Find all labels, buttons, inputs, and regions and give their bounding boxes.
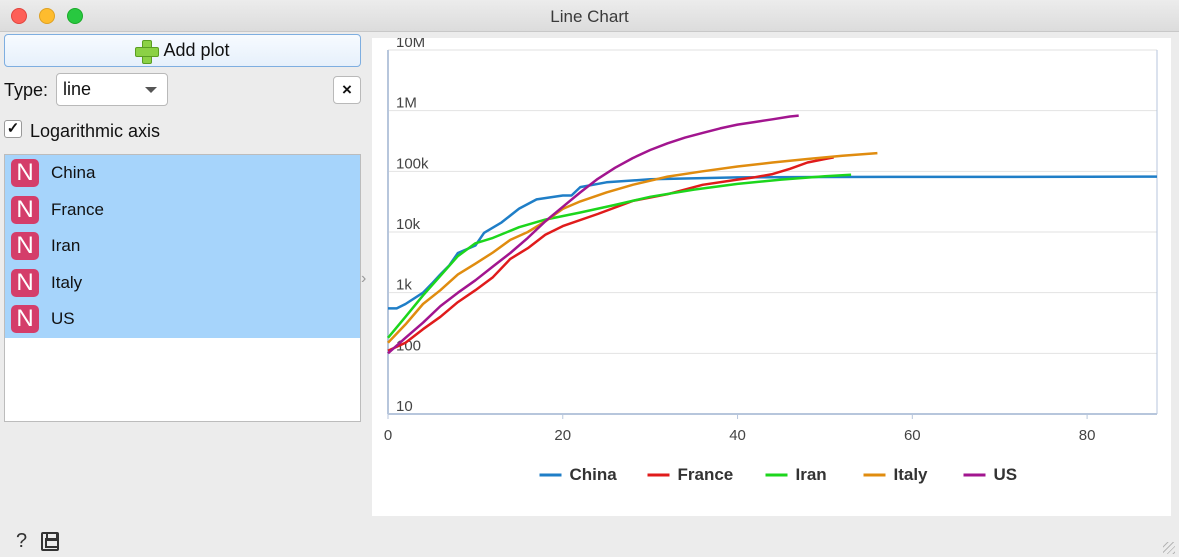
remove-plot-button[interactable]: × [333, 76, 361, 104]
add-plot-label: Add plot [163, 40, 230, 60]
legend-label: China [570, 465, 618, 484]
legend-label: Italy [894, 465, 929, 484]
y-tick-label: 1k [396, 277, 412, 294]
resize-grip[interactable] [1163, 542, 1175, 554]
y-tick-label: 1M [396, 95, 417, 112]
numeric-variable-icon: N [11, 268, 39, 297]
type-select[interactable]: line [56, 73, 168, 106]
series-line-iran [387, 173, 852, 339]
logarithmic-axis-checkbox[interactable]: ✓ [4, 120, 22, 138]
x-tick-label: 40 [729, 427, 746, 444]
list-item-label: China [51, 163, 96, 183]
window-title: Line Chart [550, 7, 629, 26]
numeric-variable-icon: N [11, 305, 39, 334]
list-item[interactable]: N Iran [5, 228, 360, 265]
type-label: Type: [4, 80, 49, 100]
save-icon[interactable] [41, 532, 60, 551]
numeric-variable-icon: N [11, 195, 39, 224]
legend-label: France [678, 465, 734, 484]
plus-icon [135, 39, 160, 64]
x-tick-label: 60 [904, 427, 921, 444]
series-line-china [388, 175, 1158, 310]
list-item-label: France [51, 199, 104, 219]
list-item[interactable]: N China [5, 155, 360, 192]
list-item[interactable]: N US [5, 301, 360, 338]
x-tick-label: 80 [1079, 427, 1096, 444]
list-item[interactable]: N France [5, 191, 360, 228]
add-plot-button[interactable]: Add plot [4, 34, 361, 67]
collapse-panel-icon[interactable]: › [361, 270, 367, 287]
minimize-window-button[interactable] [39, 8, 55, 24]
x-tick-label: 0 [384, 427, 392, 444]
y-tick-label: 10k [396, 216, 421, 233]
variable-list[interactable]: N China N France N Iran N Italy N US [4, 154, 361, 422]
list-item[interactable]: N Italy [5, 264, 360, 301]
chart-area: 10 100 1k 10k 100k 1M 10M 0 20 40 60 80 China France I… [372, 34, 1171, 516]
help-icon[interactable]: ? [16, 530, 28, 552]
zoom-window-button[interactable] [67, 8, 83, 24]
numeric-variable-icon: N [11, 232, 39, 261]
y-tick-label: 100k [396, 155, 429, 172]
x-tick-label: 20 [554, 427, 571, 444]
series-line-france [387, 156, 834, 352]
list-item-label: Iran [51, 236, 81, 256]
series-line-italy [387, 151, 878, 344]
y-tick-label: 10M [396, 38, 425, 51]
chevron-down-icon [145, 87, 157, 93]
logarithmic-axis-label[interactable]: Logarithmic axis [30, 121, 161, 141]
numeric-variable-icon: N [11, 159, 39, 188]
series-line-us [387, 114, 799, 355]
title-bar: Line Chart [0, 0, 1179, 32]
type-select-value: line [63, 79, 92, 99]
y-tick-label: 10 [396, 398, 413, 415]
close-window-button[interactable] [11, 8, 27, 24]
list-item-label: Italy [51, 272, 83, 292]
legend-label: Iran [796, 465, 827, 484]
legend-label: US [994, 465, 1018, 484]
list-item-label: US [51, 309, 75, 329]
